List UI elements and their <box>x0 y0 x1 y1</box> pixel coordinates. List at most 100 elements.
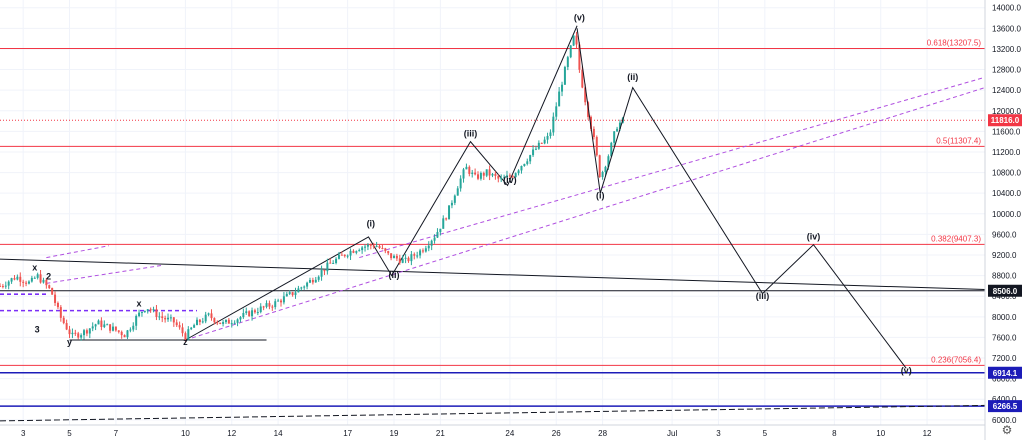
candle-body <box>36 274 39 278</box>
level-8506-tag-bg <box>988 284 1022 297</box>
candle-body <box>288 292 291 294</box>
candle-body <box>7 281 10 286</box>
candle-body <box>262 306 265 308</box>
candle-body <box>10 278 13 282</box>
candle-body <box>300 287 303 289</box>
x-tick-label: 3 <box>716 429 721 438</box>
candle-body <box>210 313 213 319</box>
candle-body <box>505 175 508 178</box>
candle-body <box>251 310 254 317</box>
candle-body <box>361 247 364 251</box>
candle-body <box>329 262 332 264</box>
level-8506-tag: 8506.0 <box>993 287 1018 296</box>
candle-body <box>68 329 71 335</box>
candle-body <box>523 163 526 167</box>
candle-body <box>534 148 537 150</box>
wave-label: 3 <box>35 324 40 334</box>
candle-body <box>126 330 129 338</box>
level-6914-tag-bg <box>988 366 1022 379</box>
candle-body <box>595 137 598 156</box>
candle-body <box>140 312 143 314</box>
candle-body <box>555 106 558 117</box>
x-tick-label: 3 <box>21 429 26 438</box>
candle-body <box>22 281 25 283</box>
candle-body <box>51 288 54 295</box>
early-upper-dashed <box>46 264 163 284</box>
candle-body <box>306 282 309 287</box>
candle-body <box>332 262 335 264</box>
gear-icon[interactable]: ⚙ <box>1002 423 1013 437</box>
candle-body <box>71 332 74 335</box>
candle-body <box>395 255 398 259</box>
y-tick-label: 13600.0 <box>992 24 1021 33</box>
candle-body <box>74 332 77 334</box>
candle-body <box>546 135 549 140</box>
candles <box>0 31 624 342</box>
wave-label: (iii) <box>756 291 770 301</box>
candle-body <box>387 251 390 254</box>
candle-body <box>323 270 326 272</box>
x-tick-label: Jul <box>667 429 677 438</box>
candle-body <box>442 218 445 229</box>
fib-0618-label: 0.618(13207.5) <box>927 39 982 48</box>
candle-body <box>265 303 268 307</box>
wave-projection-path <box>576 28 907 369</box>
candle-body <box>352 250 355 253</box>
candle-body <box>575 35 578 45</box>
candle-body <box>1 285 4 287</box>
candle-body <box>268 303 271 307</box>
candle-body <box>42 279 45 283</box>
bottom-rising-dashed <box>0 404 986 422</box>
trendlines <box>0 25 986 422</box>
candle-body <box>56 302 59 308</box>
candle-body <box>497 175 500 179</box>
candle-body <box>581 69 584 88</box>
candle-body <box>45 279 48 286</box>
candle-body <box>456 188 459 196</box>
candle-body <box>479 173 482 179</box>
candle-body <box>514 173 517 178</box>
candle-body <box>167 317 170 320</box>
candle-body <box>604 166 607 173</box>
candle-body <box>430 240 433 246</box>
x-tick-label: 5 <box>763 429 768 438</box>
candle-body <box>236 319 239 323</box>
candle-body <box>439 228 442 233</box>
candle-body <box>291 292 294 296</box>
candle-body <box>462 169 465 179</box>
candle-body <box>190 327 193 330</box>
candle-body <box>343 254 346 257</box>
candle-body <box>407 257 410 262</box>
candle-body <box>123 335 126 338</box>
wave-labels: x23yxz(i)(ii)(iii)(iv)(v)(i)(ii)(iii)(iv… <box>32 13 911 376</box>
candle-body <box>219 322 222 324</box>
x-tick-label: 26 <box>552 429 561 438</box>
candle-body <box>280 300 283 303</box>
early-top-dashed <box>46 245 110 259</box>
candle-body <box>248 311 251 317</box>
candle-body <box>410 254 413 262</box>
x-tick-label: 12 <box>923 429 932 438</box>
candle-body <box>242 312 245 318</box>
candle-body <box>83 330 86 336</box>
candle-body <box>618 122 621 129</box>
candle-body <box>549 132 552 136</box>
candle-body <box>39 274 42 283</box>
candle-body <box>413 254 416 256</box>
candle-body <box>297 288 300 293</box>
candle-body <box>132 325 135 330</box>
candle-body <box>175 322 178 326</box>
impulse-path <box>185 25 578 341</box>
candle-body <box>224 319 227 323</box>
candle-body <box>616 128 619 132</box>
candle-body <box>172 317 175 323</box>
candle-body <box>610 142 613 157</box>
candle-body <box>398 258 401 263</box>
candle-body <box>592 128 595 138</box>
candle-body <box>152 309 155 311</box>
candle-body <box>314 279 317 283</box>
candle-body <box>482 173 485 176</box>
